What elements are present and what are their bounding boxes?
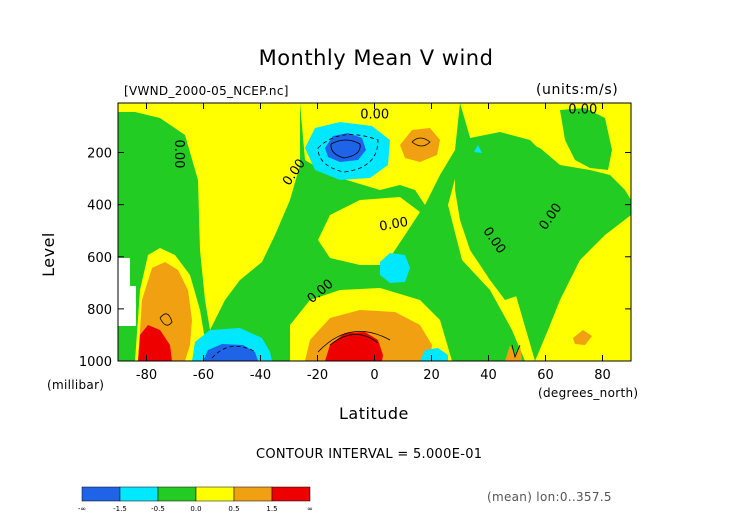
region-positive-top-left — [118, 103, 300, 330]
colorbar-label: ∞ — [307, 505, 313, 513]
colorbar-swatch — [195, 486, 235, 502]
region-neg-cyan-mid — [380, 253, 410, 283]
colorbar-label: 0.0 — [190, 505, 201, 513]
y-tick-label: 400 — [87, 199, 112, 214]
x-tick-label: 40 — [480, 368, 497, 383]
x-tick-label: 80 — [594, 368, 611, 383]
y-tick-marks — [118, 152, 631, 362]
region-pos-orange-spot-right — [573, 330, 592, 345]
region-strong-pos-lower — [325, 332, 383, 361]
x-axis-title: Latitude — [339, 404, 409, 423]
contour-lines — [159, 137, 521, 359]
region-pos-orange-spot — [505, 345, 522, 361]
contour-lines-negative — [211, 134, 379, 359]
contour-label: 0.00 — [171, 139, 186, 168]
y-tick-label: 200 — [87, 147, 112, 162]
x-tick-label: -20 — [307, 368, 328, 383]
y-tick-labels: 200 400 600 800 1000 — [79, 147, 112, 370]
colorbar-swatch — [157, 486, 197, 502]
contour-label: 0.00 — [568, 102, 597, 117]
colorbar-label: 0.5 — [228, 505, 239, 513]
colorbar-swatch — [81, 486, 121, 502]
region-positive-right — [448, 103, 631, 361]
x-axis-unit: (degrees_north) — [538, 386, 639, 400]
contour-interval-text: CONTOUR INTERVAL = 5.000E-01 — [256, 447, 483, 462]
y-tick-label: 800 — [87, 303, 112, 318]
colorbar-label: -∞ — [78, 505, 86, 513]
x-tick-label: 20 — [423, 368, 440, 383]
region-neg-cyan-lowmid — [420, 348, 448, 361]
x-tick-label: 0 — [370, 368, 378, 383]
y-tick-label: 1000 — [79, 355, 112, 370]
region-positive-center — [318, 197, 420, 265]
x-tick-labels: -80 -60 -40 -20 0 20 40 60 80 — [136, 368, 611, 383]
colorbar-label: 1.5 — [266, 505, 277, 513]
x-tick-label: -60 — [193, 368, 214, 383]
region-positive-green-right — [560, 108, 612, 170]
colorbar-label: -1.5 — [113, 505, 127, 513]
x-tick-marks — [146, 103, 603, 361]
colorbar-swatch — [233, 486, 273, 502]
region-strong-neg-lowleft — [203, 344, 258, 361]
missing-data-mask-1 — [118, 258, 130, 286]
region-strong-pos-left — [138, 325, 172, 361]
colorbar-swatch — [271, 486, 311, 502]
region-neg-cyan-spot — [474, 145, 482, 153]
missing-data-mask-2 — [118, 286, 136, 326]
chart-title: Monthly Mean V wind — [258, 46, 494, 70]
y-axis-unit: (millibar) — [47, 378, 105, 392]
y-tick-label: 600 — [87, 251, 112, 266]
x-tick-label: 60 — [537, 368, 554, 383]
contour-label: 0.00 — [360, 108, 389, 123]
colorbar-swatch — [119, 486, 159, 502]
contour-label: 0.00 — [378, 215, 409, 235]
chart-subtitle-right: (units:m/s) — [536, 82, 619, 98]
region-strong-neg-top — [325, 133, 366, 162]
colorbar: -∞ -1.5 -0.5 0.0 0.5 1.5 ∞ — [78, 486, 313, 513]
contour-fill-group — [118, 103, 631, 361]
region-positive-topright-inner — [455, 132, 552, 300]
x-tick-label: -40 — [250, 368, 271, 383]
footnote: (mean) lon:0..357.5 — [487, 490, 612, 504]
region-pos-orange-top — [400, 128, 440, 162]
colorbar-label: -0.5 — [151, 505, 165, 513]
chart-subtitle-left: [VWND_2000-05_NCEP.nc] — [124, 84, 289, 98]
y-axis-title: Level — [38, 232, 58, 277]
x-tick-label: -80 — [136, 368, 157, 383]
